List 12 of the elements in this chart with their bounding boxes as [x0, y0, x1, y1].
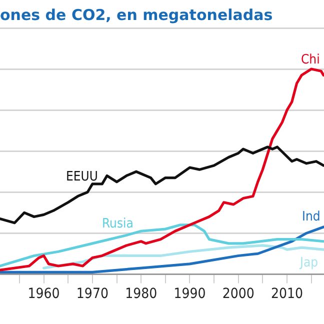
x-tick-label: 1970 [76, 286, 108, 302]
series-label: Chi [301, 52, 320, 68]
series-label: EEUU [66, 169, 98, 184]
x-tick-label: 1990 [174, 286, 206, 302]
x-tick-label: 2000 [222, 286, 254, 302]
series-label: Ind [302, 209, 320, 224]
x-tick-label: 2010 [271, 286, 304, 302]
x-tick-label: 1980 [125, 286, 158, 302]
series-label: Jap [299, 255, 318, 270]
chart-title: ones de CO2, en megatoneladas [0, 6, 273, 24]
series-label: Rusia [102, 216, 134, 232]
x-tick-label: 1960 [28, 286, 60, 302]
